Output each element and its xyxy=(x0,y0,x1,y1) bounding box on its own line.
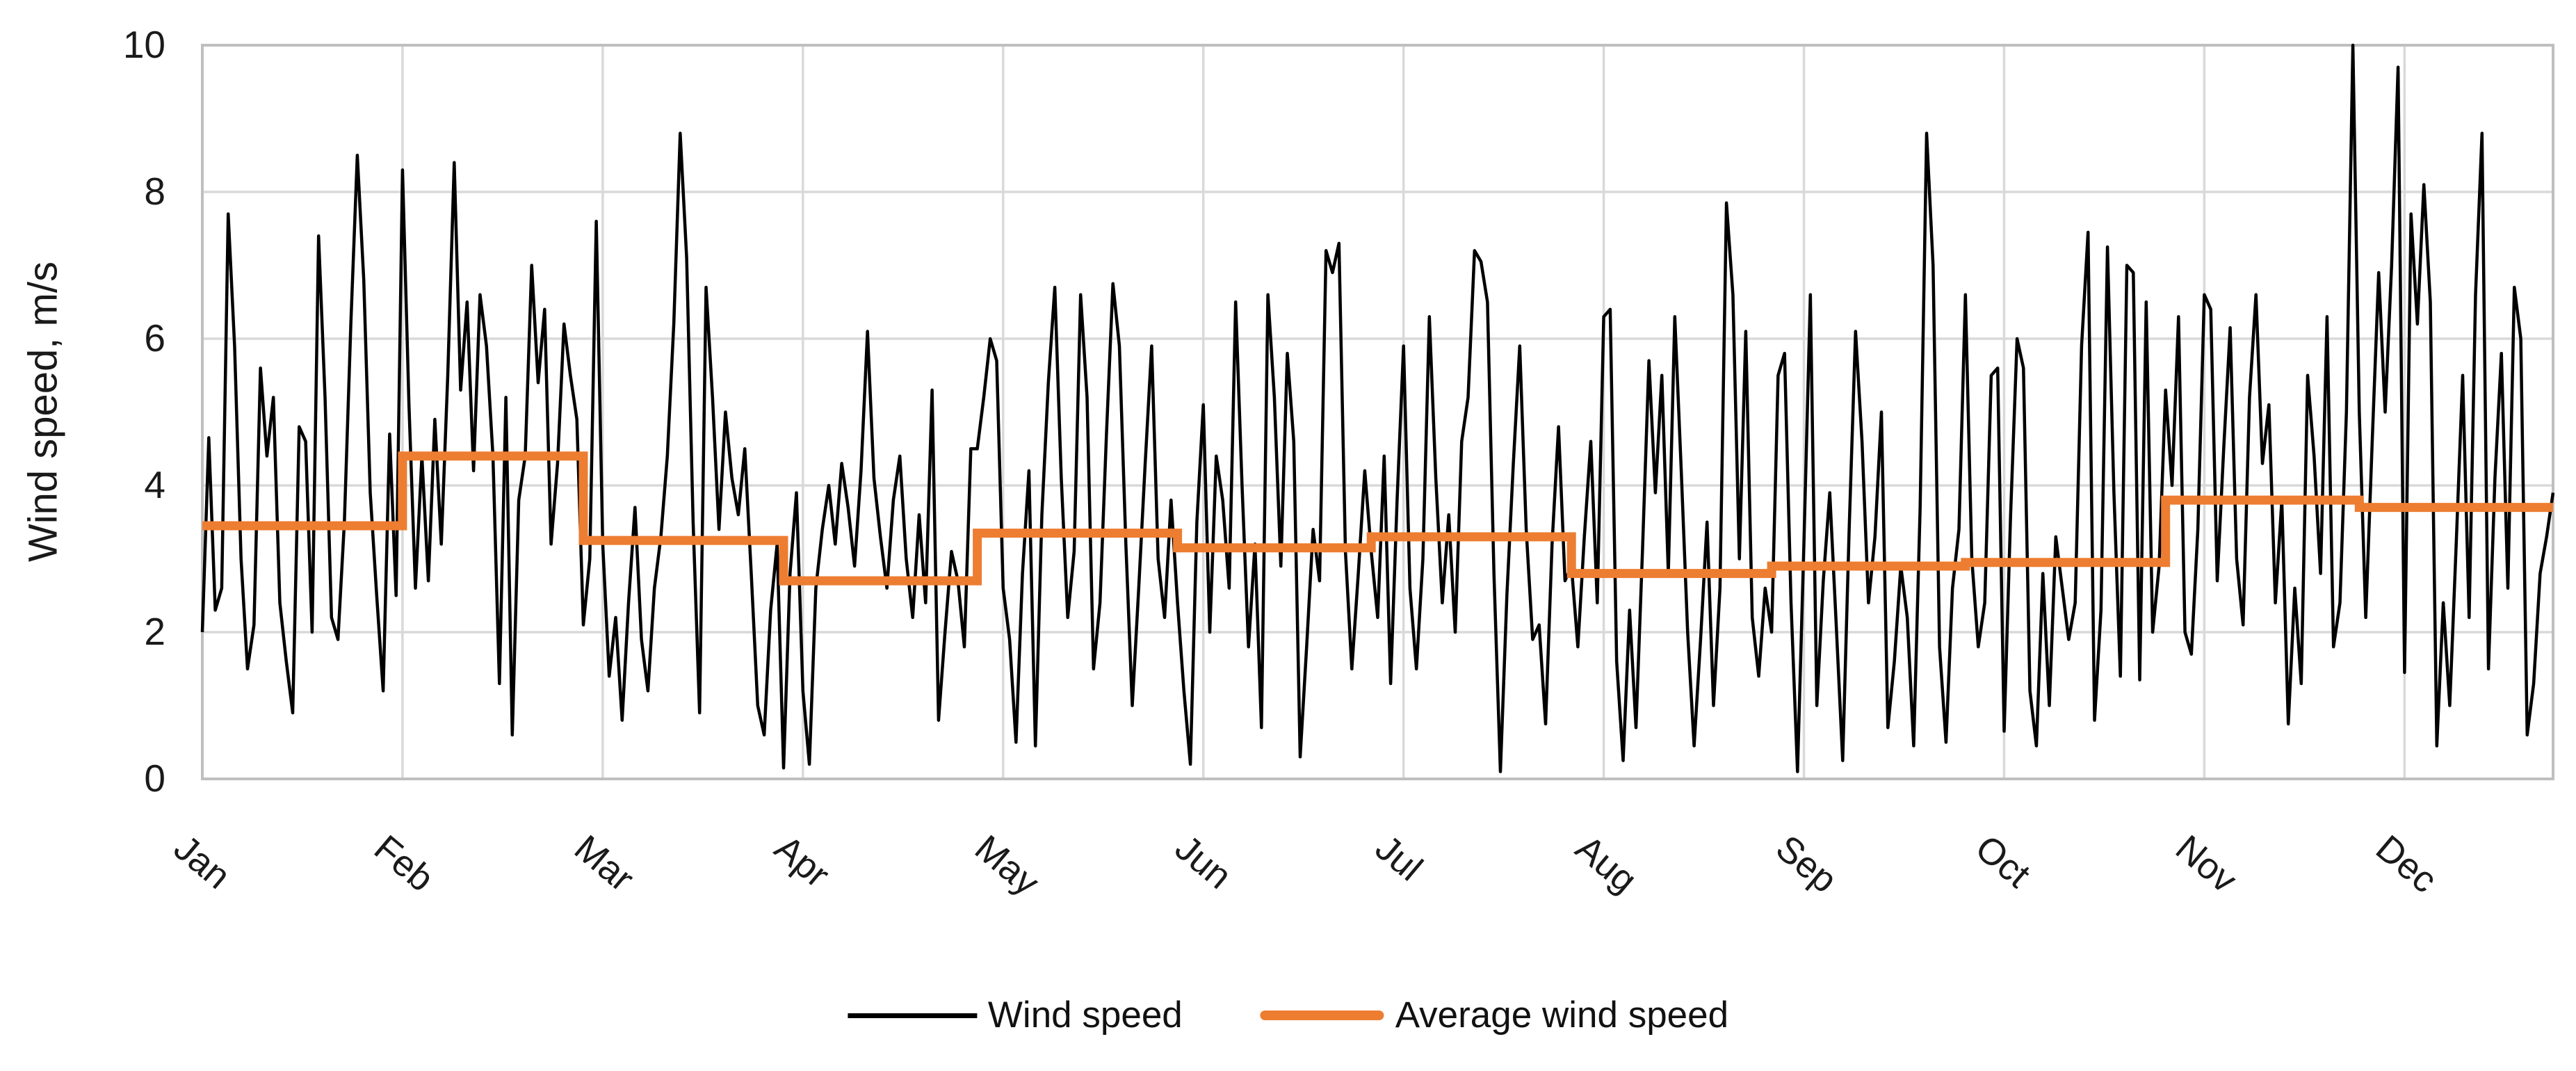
legend: Wind speed Average wind speed xyxy=(847,994,1729,1036)
wind-speed-line-swatch xyxy=(847,1013,977,1018)
y-tick-label: 4 xyxy=(144,463,165,506)
legend-label: Wind speed xyxy=(987,994,1183,1036)
legend-item-wind-speed: Wind speed xyxy=(847,994,1183,1036)
y-tick-label: 8 xyxy=(144,170,165,213)
y-tick-label: 0 xyxy=(144,757,165,800)
average-wind-speed-line-swatch xyxy=(1260,1010,1384,1020)
legend-item-average-wind-speed: Average wind speed xyxy=(1260,994,1729,1036)
y-tick-label: 6 xyxy=(144,316,165,360)
plot-border xyxy=(201,44,2554,780)
y-tick-label: 10 xyxy=(122,23,165,66)
y-tick-label: 2 xyxy=(144,610,165,653)
wind-speed-line xyxy=(200,43,2555,773)
y-axis-title: Wind speed, m/s xyxy=(20,261,66,562)
average-wind-speed-line xyxy=(202,451,2553,586)
legend-label: Average wind speed xyxy=(1395,994,1729,1036)
